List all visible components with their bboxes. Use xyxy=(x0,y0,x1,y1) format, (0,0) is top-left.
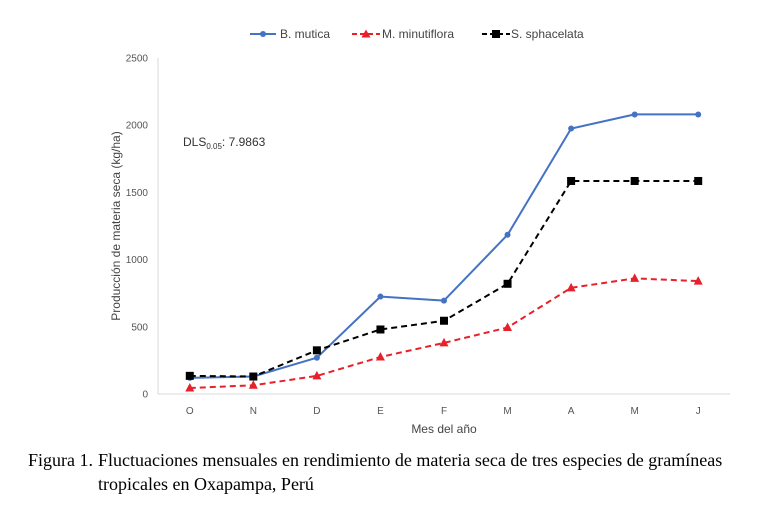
data-point-m-minutiflora xyxy=(503,322,513,331)
y-axis-title: Producción de materia seca (kg/ha) xyxy=(109,131,123,320)
chart: B. mutica M. minutiflora S. sphacelata 0… xyxy=(109,27,730,436)
y-tick-label: 1000 xyxy=(126,255,149,266)
x-tick-label: O xyxy=(186,406,194,417)
data-point-m-minutiflora xyxy=(439,337,449,347)
data-point-m-minutiflora xyxy=(375,352,385,361)
x-tick-label: M xyxy=(503,406,511,417)
series-line-m-minutiflora xyxy=(189,277,699,389)
legend-marker-m-minutiflora xyxy=(361,29,371,38)
data-point-b-mutica xyxy=(631,111,638,118)
legend-marker-b-mutica xyxy=(260,31,266,37)
legend-label-b-mutica: B. mutica xyxy=(280,27,330,41)
dls-annotation-value: : 7.9863 xyxy=(222,135,266,149)
x-tick-label: D xyxy=(313,406,320,417)
legend: B. mutica M. minutiflora S. sphacelata xyxy=(250,27,584,41)
data-point-s-sphacelata xyxy=(312,346,321,355)
data-point-b-mutica xyxy=(568,125,575,132)
y-tick-label: 0 xyxy=(142,390,148,401)
x-tick-label: F xyxy=(441,406,447,417)
data-point-s-sphacelata xyxy=(503,279,512,288)
series-layer xyxy=(185,111,703,392)
data-point-s-sphacelata xyxy=(376,325,385,334)
dls-annotation-sub: 0.05 xyxy=(206,142,222,151)
y-tick-labels: 0 500 1000 1500 2000 2500 xyxy=(126,54,149,401)
y-tick-label: 500 xyxy=(131,322,148,333)
data-point-m-minutiflora xyxy=(693,276,703,285)
series-s-sphacelata xyxy=(185,176,703,381)
dls-annotation: DLS0.05: 7.9863 xyxy=(183,135,266,151)
data-point-b-mutica xyxy=(504,231,511,238)
x-tick-label: A xyxy=(568,406,575,417)
data-point-s-sphacelata xyxy=(249,372,258,381)
y-tick-label: 2000 xyxy=(126,121,149,132)
series-m-minutiflora xyxy=(185,273,703,392)
data-point-s-sphacelata xyxy=(567,176,576,185)
legend-marker-s-sphacelata xyxy=(492,30,500,38)
series-b-mutica xyxy=(186,111,702,381)
data-point-b-mutica xyxy=(441,297,447,304)
caption-label: Figura 1. xyxy=(28,450,93,470)
dls-annotation-main: DLS xyxy=(183,135,206,149)
data-point-s-sphacelata xyxy=(185,371,194,380)
x-tick-label: J xyxy=(696,406,701,417)
legend-item-m-minutiflora: M. minutiflora xyxy=(352,27,454,41)
data-point-m-minutiflora xyxy=(312,370,322,380)
data-point-m-minutiflora xyxy=(185,382,195,392)
x-tick-label: N xyxy=(250,406,257,417)
data-point-b-mutica xyxy=(313,354,320,361)
data-point-m-minutiflora xyxy=(630,273,640,282)
data-point-s-sphacelata xyxy=(694,176,703,185)
series-line-s-sphacelata xyxy=(189,180,699,378)
data-point-b-mutica xyxy=(695,111,702,118)
legend-label-m-minutiflora: M. minutiflora xyxy=(382,27,454,41)
data-point-s-sphacelata xyxy=(440,316,448,325)
x-tick-label: M xyxy=(630,406,638,417)
y-tick-label: 1500 xyxy=(126,188,149,199)
data-point-b-mutica xyxy=(377,293,384,300)
data-point-s-sphacelata xyxy=(630,176,639,185)
x-tick-label: E xyxy=(377,406,384,417)
legend-label-s-sphacelata: S. sphacelata xyxy=(511,27,584,41)
legend-item-b-mutica: B. mutica xyxy=(250,27,330,41)
data-point-m-minutiflora xyxy=(248,380,258,389)
data-point-m-minutiflora xyxy=(566,282,576,292)
caption-text: Fluctuaciones mensuales en rendimiento d… xyxy=(98,450,723,494)
legend-item-s-sphacelata: S. sphacelata xyxy=(482,27,584,41)
y-tick-label: 2500 xyxy=(126,54,149,65)
x-axis-title: Mes del año xyxy=(411,422,477,436)
